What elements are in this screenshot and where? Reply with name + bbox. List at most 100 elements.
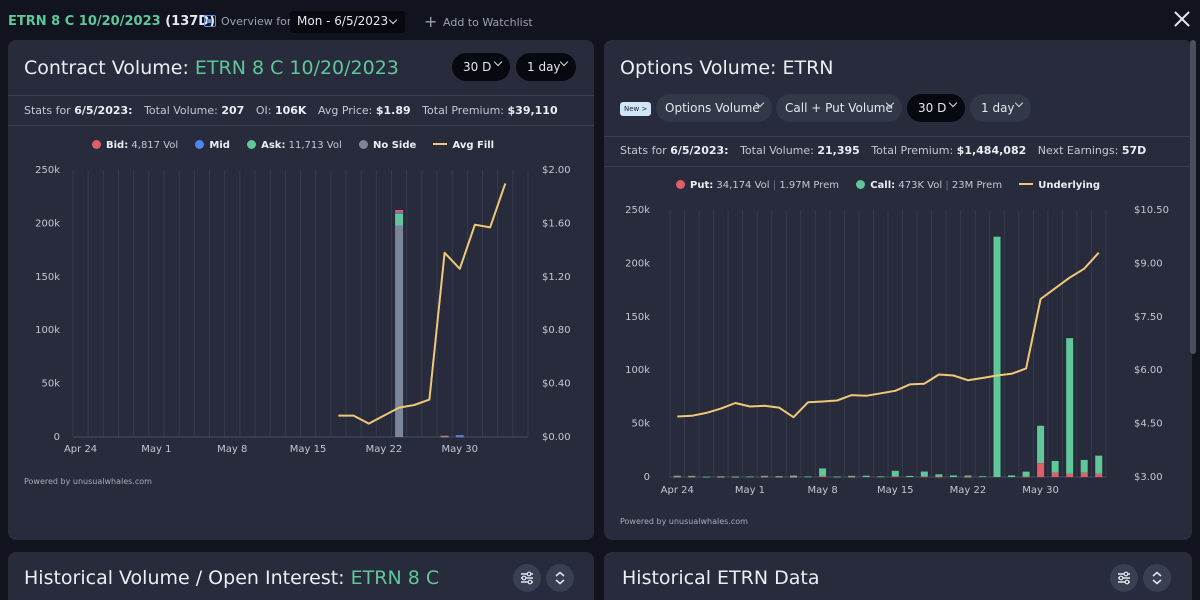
legend-call[interactable]: Call: 473K Vol | 23M Prem: [856, 180, 1002, 191]
bar-call: [1022, 471, 1030, 477]
y-tick-label: 0: [644, 472, 650, 483]
stats-date: 6/5/2023:: [670, 144, 729, 157]
bar-put: [1095, 473, 1103, 477]
total-volume-label: Total Volume:: [740, 144, 814, 157]
y-tick-label: 200k: [35, 218, 60, 229]
bar-call: [935, 474, 943, 477]
divider: [8, 125, 594, 126]
expand-button[interactable]: [1143, 564, 1171, 592]
x-tick-label: Apr 24: [64, 444, 97, 455]
y-tick-label: 50k: [631, 419, 650, 430]
card-title-contract: ETRN 8 C 10/20/2023: [194, 57, 399, 79]
total-volume-label: Total Volume:: [144, 104, 218, 117]
range-select[interactable]: 30 D: [452, 53, 510, 81]
y-tick-label: 250k: [35, 165, 60, 176]
oi-value: 106K: [274, 104, 307, 117]
card-title-contract: ETRN 8 C: [350, 567, 440, 589]
x-tick-label: May 8: [217, 444, 247, 455]
new-badge[interactable]: New >: [620, 102, 652, 116]
stats-row: Stats for 6/5/2023: Total Volume: 21,395…: [620, 144, 1146, 157]
stats-row: Stats for 6/5/2023: Total Volume: 207 OI…: [24, 104, 558, 117]
side-select[interactable]: Call + Put Volume: [776, 94, 902, 122]
divider: [604, 166, 1192, 167]
scrollbar[interactable]: [1190, 40, 1196, 354]
bar-call: [833, 476, 841, 478]
y2-tick-label: $6.00: [1134, 365, 1163, 376]
bar-call: [1080, 459, 1088, 473]
filter-button[interactable]: [513, 564, 541, 592]
total-premium-label: Total Premium:: [422, 104, 505, 117]
y-tick-label: 200k: [625, 258, 650, 269]
expand-button[interactable]: [546, 564, 574, 592]
card-title: Contract Volume: ETRN 8 C 10/20/2023: [24, 57, 399, 79]
bar-call: [848, 475, 856, 477]
contract-symbol: ETRN 8 C 10/20/2023: [8, 14, 161, 29]
stats-date: 6/5/2023:: [74, 104, 133, 117]
contract-volume-chart: 0 50k 100k 150k 200k 250k $0.00 $0.40 $0.80 $1.20…: [35, 165, 571, 455]
y2-tick-label: $7.50: [1134, 312, 1163, 323]
y-tick-label: 50k: [41, 379, 60, 390]
interval-select[interactable]: 1 day: [970, 94, 1031, 122]
historical-data-card: Historical ETRN Data: [604, 552, 1192, 600]
legend-ask[interactable]: Ask: 11,713 Vol: [247, 140, 342, 151]
legend-bid[interactable]: Bid: 4,817 Vol: [92, 140, 178, 151]
interval-select[interactable]: 1 day: [516, 53, 576, 81]
legend-put[interactable]: Put: 34,174 Vol | 1.97M Prem: [676, 180, 839, 191]
x-tick-label: May 15: [290, 444, 327, 455]
bar-call: [775, 476, 783, 477]
expand-icon: [1152, 571, 1162, 585]
y-tick-label: 250k: [625, 205, 650, 216]
y2-tick-label: $1.60: [542, 218, 571, 229]
filter-button[interactable]: [1110, 564, 1138, 592]
bar-call: [746, 476, 754, 478]
legend-no-side[interactable]: No Side: [358, 140, 416, 151]
bar-put: [1022, 476, 1030, 478]
bar-call: [891, 470, 899, 477]
bar-ask: [395, 213, 404, 226]
total-volume-value: 21,395: [817, 144, 860, 157]
y2-tick-label: $0.40: [542, 379, 571, 390]
card-title: Historical ETRN Data: [622, 567, 820, 589]
y-tick-label: 150k: [35, 272, 60, 283]
metric-select[interactable]: Options Volume: [656, 94, 772, 122]
days-to-expiry: (137D): [165, 14, 216, 29]
next-earnings-label: Next Earnings:: [1037, 144, 1119, 157]
y2-tick-label: $9.00: [1134, 258, 1163, 269]
bar-mid: [455, 435, 464, 437]
chevron-down-icon: [388, 15, 398, 25]
bar-call: [1066, 338, 1074, 474]
side-select-value: Call + Put Volume: [785, 101, 893, 115]
y2-tick-label: $0.80: [542, 325, 571, 336]
bar-call: [717, 476, 725, 478]
chart-legend: Put: 34,174 Vol | 1.97M Prem Call: 473K …: [676, 180, 1114, 191]
oi-label: OI:: [255, 104, 272, 117]
x-tick-label: May 30: [441, 444, 478, 455]
close-icon[interactable]: [1171, 8, 1193, 30]
x-tick-label: May 1: [735, 485, 765, 496]
next-earnings-value: 57D: [1121, 144, 1147, 157]
bar-put: [891, 476, 899, 477]
x-tick-label: May 30: [1022, 485, 1059, 496]
x-tick-label: May 15: [877, 485, 914, 496]
total-premium-label: Total Premium:: [871, 144, 954, 157]
plus-icon[interactable]: +: [424, 12, 438, 31]
interval-select-value: 1 day: [981, 101, 1015, 115]
date-select[interactable]: Mon - 6/5/2023: [290, 11, 405, 33]
chart-legend: Bid: 4,817 Vol Mid Ask: 11,713 Vol No Si…: [92, 140, 508, 151]
bar-put: [717, 476, 725, 478]
bar-call: [731, 476, 739, 478]
bar-call: [790, 475, 798, 477]
options-volume-card: Options Volume: ETRN New > Options Volum…: [604, 40, 1192, 540]
y2-tick-label: $0.00: [542, 432, 571, 443]
range-select[interactable]: 30 D: [907, 94, 965, 122]
legend-mid[interactable]: Mid: [195, 140, 230, 151]
y-tick-label: 150k: [625, 312, 650, 323]
legend-underlying[interactable]: Underlying: [1019, 180, 1100, 191]
legend-avg-fill[interactable]: Avg Fill: [433, 140, 494, 151]
historical-volume-card: Historical Volume / Open Interest: ETRN …: [8, 552, 594, 600]
y-tick-label: 100k: [625, 365, 650, 376]
bar-put: [673, 476, 681, 478]
add-to-watchlist-button[interactable]: Add to Watchlist: [443, 16, 533, 29]
bar-put: [688, 476, 696, 478]
contract-heading: ETRN 8 C 10/20/2023 (137D): [8, 14, 215, 29]
